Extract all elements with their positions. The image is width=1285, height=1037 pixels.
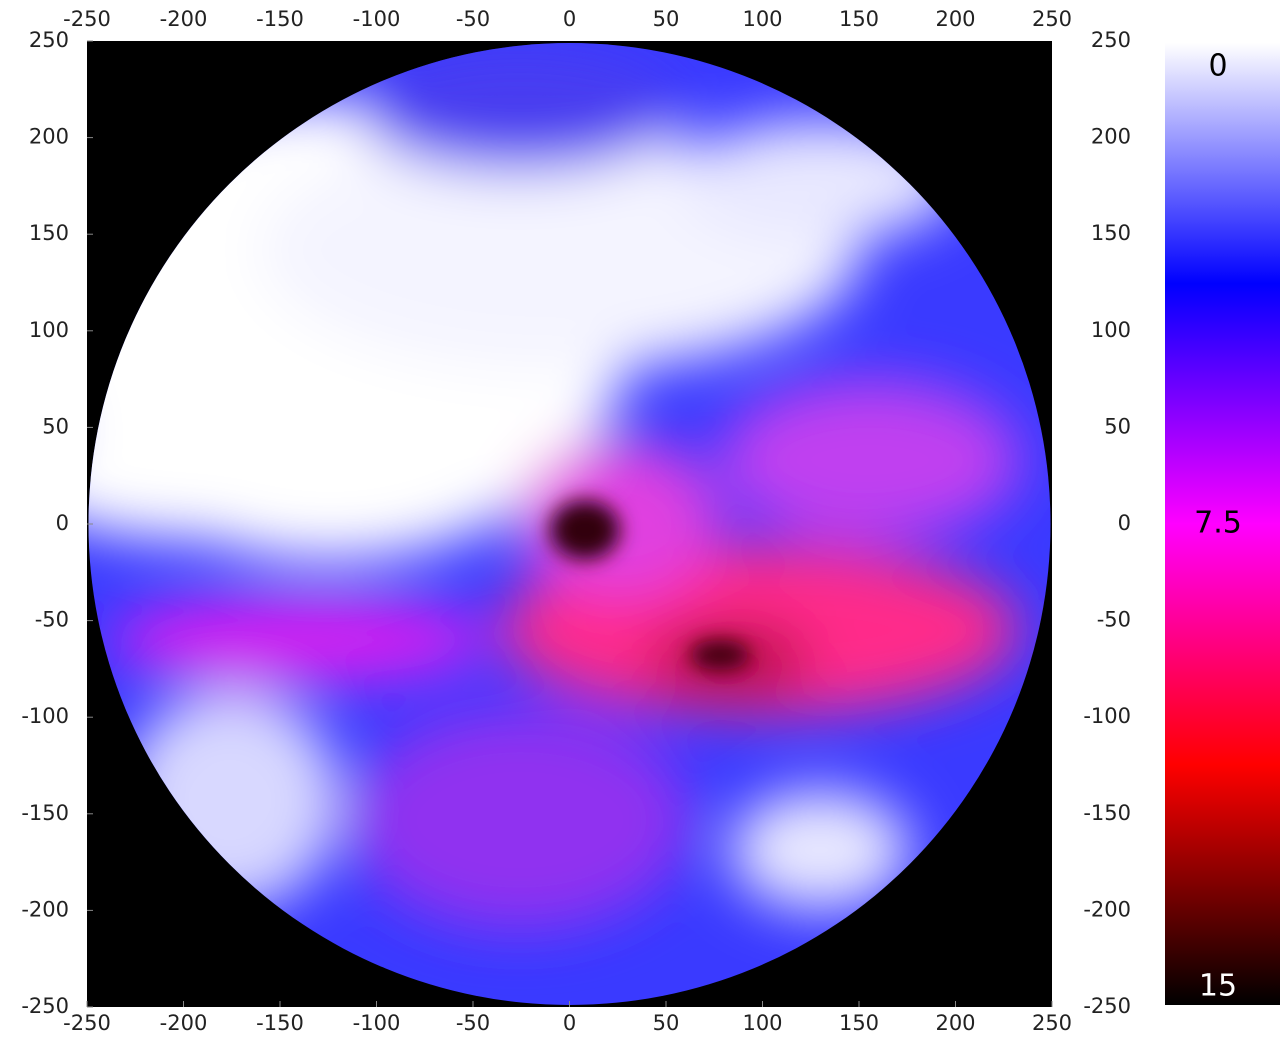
y-tick-label-right: 150 [1091,221,1131,245]
x-tick-label-top: 50 [653,7,680,31]
x-tick-label-bottom: 200 [935,1011,975,1035]
radar-field [88,43,1051,1005]
colorbar-tick-label: 7.5 [1194,506,1242,541]
y-tick-label-left: 200 [29,125,69,149]
y-tick-label-left: -50 [35,608,69,632]
y-tick-label-right: -250 [1083,994,1131,1018]
x-tick-label-bottom: 50 [653,1011,680,1035]
x-tick-label-top: 200 [935,7,975,31]
y-tick-label-left: 100 [29,318,69,342]
y-tick-label-left: 250 [29,28,69,52]
y-tick-label-right: 50 [1104,414,1131,438]
x-tick-label-top: -100 [353,7,401,31]
y-tick-label-left: 150 [29,221,69,245]
x-tick-label-bottom: -250 [63,1011,111,1035]
x-tick-label-top: 100 [742,7,782,31]
x-tick-label-top: 150 [839,7,879,31]
x-tick-label-top: -200 [160,7,208,31]
x-tick-label-bottom: 100 [742,1011,782,1035]
x-tick-label-bottom: -50 [456,1011,490,1035]
y-tick-label-right: -50 [1097,608,1131,632]
y-tick-label-left: 50 [42,414,69,438]
x-tick-label-top: -50 [456,7,490,31]
x-tick-label-top: -150 [256,7,304,31]
x-tick-label-bottom: 250 [1032,1011,1072,1035]
y-tick-label-left: -200 [21,897,69,921]
y-tick-label-left: 0 [56,511,69,535]
y-tick-label-left: -150 [21,801,69,825]
y-tick-label-right: -200 [1083,897,1131,921]
colorbar-tick-label: 15 [1199,969,1237,1004]
y-tick-label-right: -100 [1083,704,1131,728]
x-tick-label-bottom: -200 [160,1011,208,1035]
x-tick-label-top: 250 [1032,7,1072,31]
colorbar-tick-label: 0 [1208,49,1227,84]
x-tick-label-bottom: 0 [563,1011,576,1035]
y-tick-label-right: 100 [1091,318,1131,342]
x-tick-label-bottom: 150 [839,1011,879,1035]
y-tick-label-left: -250 [21,994,69,1018]
y-tick-label-right: 250 [1091,28,1131,52]
x-tick-label-top: 0 [563,7,576,31]
y-tick-label-left: -100 [21,704,69,728]
y-tick-label-right: 0 [1118,511,1131,535]
x-tick-label-top: -250 [63,7,111,31]
colorbar [1165,43,1280,1005]
y-tick-label-right: 200 [1091,125,1131,149]
x-tick-label-bottom: -150 [256,1011,304,1035]
y-tick-label-right: -150 [1083,801,1131,825]
x-tick-label-bottom: -100 [353,1011,401,1035]
